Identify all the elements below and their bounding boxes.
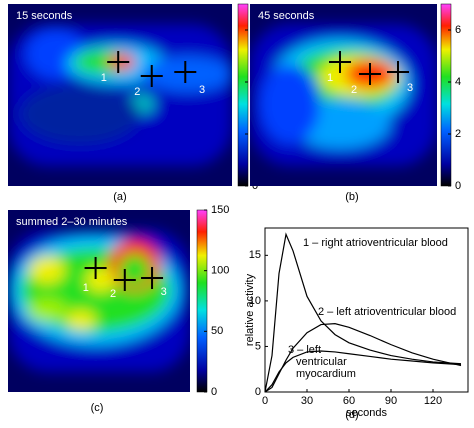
y-tick-label: 5: [255, 340, 261, 352]
x-tick-label: 120: [424, 395, 442, 407]
y-axis-label: relative activity: [244, 273, 256, 346]
panel: 45 seconds 1 2 3 0 2 4 6 (b): [250, 3, 461, 203]
x-axis-label: seconds: [346, 407, 387, 419]
marker-label: 1: [327, 72, 333, 84]
x-tick-label: 90: [385, 395, 397, 407]
curve-label: 3 – left: [288, 344, 321, 356]
panel-caption: (c): [91, 402, 104, 414]
marker-label: 1: [101, 72, 107, 84]
cross-marker: [359, 63, 381, 85]
panel: 15 seconds123051015(a): [8, 3, 264, 203]
marker-label: 2: [351, 84, 357, 96]
y-tick-label: 10: [249, 295, 261, 307]
panel-caption: (b): [345, 191, 358, 203]
colorbar-tick-label: 0: [455, 180, 461, 192]
marker-label: 2: [134, 86, 140, 98]
cross-marker: [84, 257, 107, 279]
heatmap-image: [250, 24, 437, 166]
x-tick-label: 0: [262, 395, 268, 407]
y-tick-label: 15: [249, 249, 261, 261]
cross-marker: [140, 65, 163, 87]
curve: [264, 323, 462, 393]
colorbar-tick-label: 50: [211, 325, 223, 337]
curve-label: 1 – right atrioventricular blood: [303, 237, 448, 249]
cross-marker: [107, 51, 130, 73]
colorbar-tick-label: 100: [211, 265, 229, 277]
blob: [28, 256, 65, 284]
panel-caption: (a): [113, 191, 126, 203]
cross-marker: [329, 51, 351, 73]
x-tick-label: 60: [343, 395, 355, 407]
blob: [142, 56, 232, 92]
blob: [118, 254, 151, 286]
marker-label: 1: [83, 282, 89, 294]
cross-marker: [141, 267, 164, 289]
blob: [260, 64, 320, 144]
curve-label: myocardium: [296, 368, 356, 380]
blob: [26, 298, 67, 322]
colorbar-tick-label: 2: [455, 128, 461, 140]
colorbar: [237, 3, 249, 187]
colorbar: [196, 209, 208, 393]
colorbar-tick-label: 6: [455, 24, 461, 36]
plot-frame: [264, 227, 469, 393]
heatmap-image: [8, 230, 190, 372]
marker-label: 3: [161, 286, 167, 298]
colorbar-tick-label: 0: [211, 386, 217, 398]
cross-marker: [113, 269, 136, 291]
cross-marker: [387, 61, 409, 83]
colorbar-tick-label: 150: [211, 204, 229, 216]
marker-label: 3: [407, 82, 413, 94]
curve: [264, 350, 462, 393]
cross-marker: [174, 61, 197, 83]
curve-label: ventricular: [296, 356, 347, 368]
curve: [264, 232, 462, 393]
panel-title: summed 2–30 minutes: [16, 216, 128, 228]
y-tick-label: 0: [255, 386, 261, 398]
panel-title: 15 seconds: [16, 10, 73, 22]
colorbar-tick-label: 4: [455, 76, 461, 88]
panel-title: 45 seconds: [258, 10, 315, 22]
curve-label: 2 – left atrioventricular blood: [318, 306, 456, 318]
colorbar: [440, 3, 452, 187]
panel: summed 2–30 minutes 1 2 3 0 50 100 150 (c): [8, 204, 229, 414]
heatmap-image: [8, 24, 232, 166]
blob: [85, 268, 116, 292]
marker-label: 2: [110, 288, 116, 300]
blob: [65, 310, 96, 330]
panel-caption: (d): [345, 409, 358, 421]
blob: [19, 84, 140, 144]
x-tick-label: 30: [301, 395, 313, 407]
marker-label: 3: [199, 84, 205, 96]
